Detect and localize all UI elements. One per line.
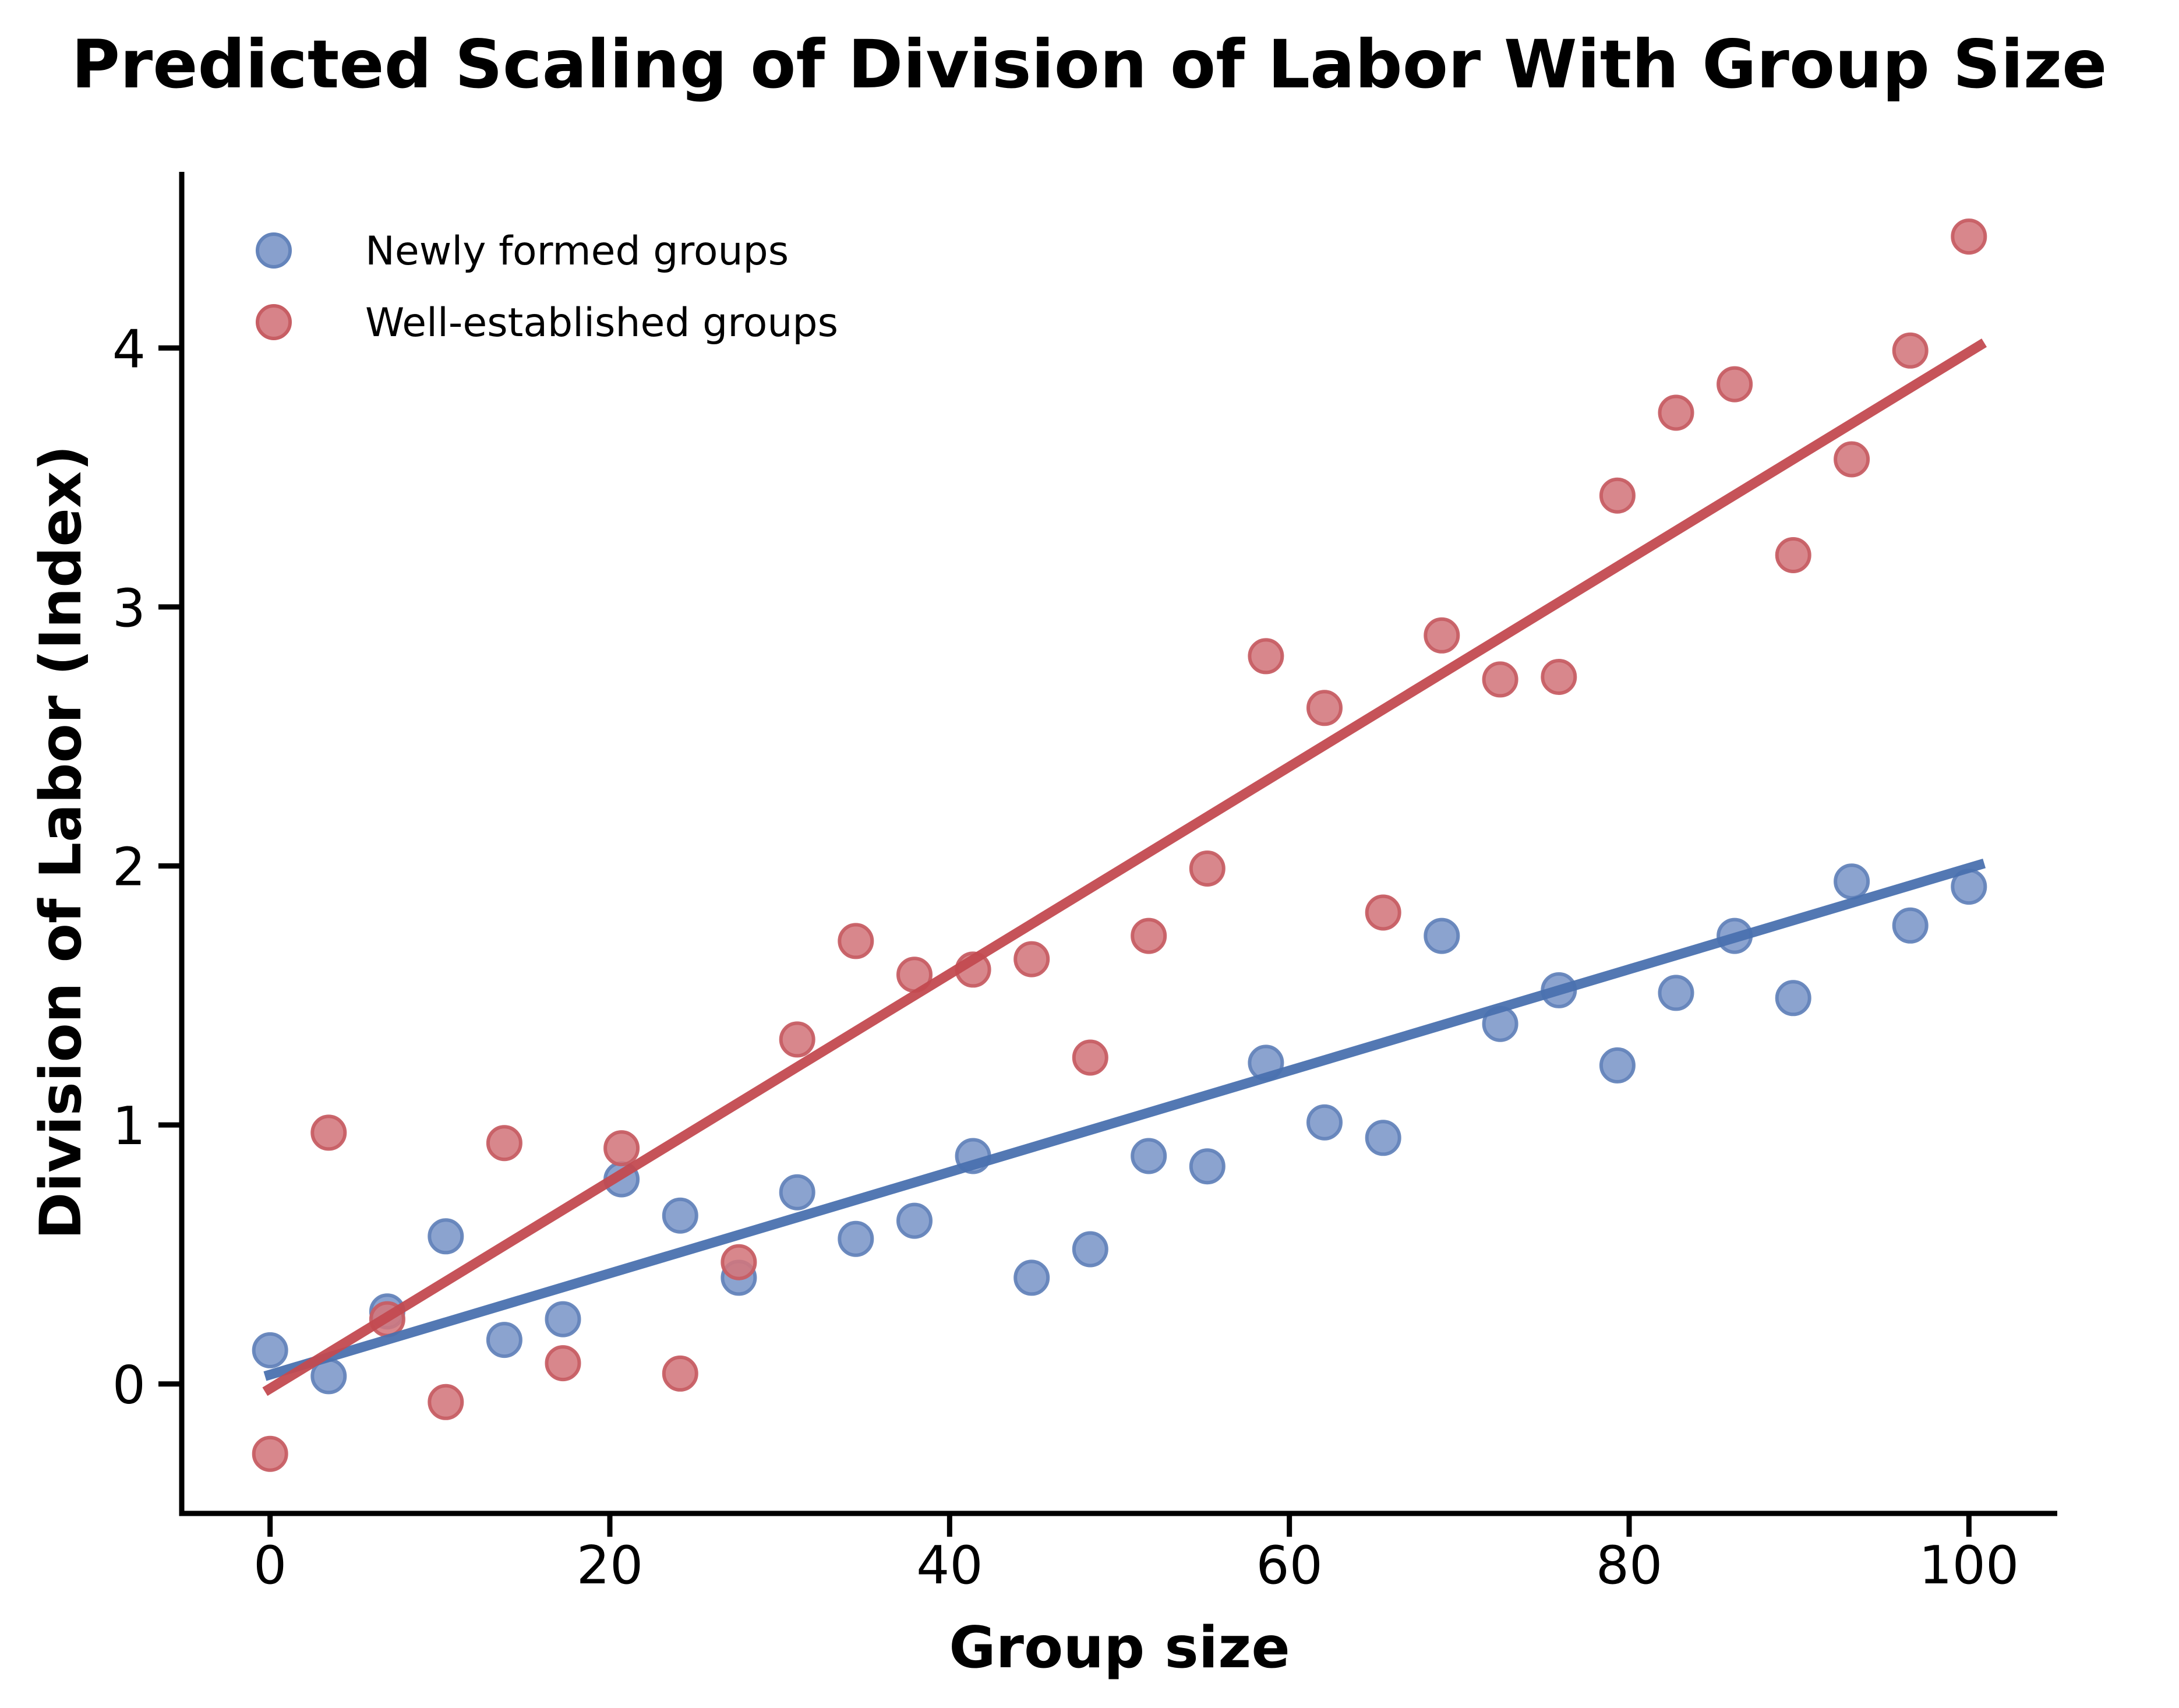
data-point-newly-formed (1834, 863, 1870, 900)
data-point-newly-formed (1424, 917, 1460, 954)
y-tick-label: 3 (112, 578, 146, 639)
legend-marker-well-established (256, 304, 292, 340)
data-point-newly-formed (1775, 980, 1811, 1017)
data-point-well-established (721, 1244, 757, 1280)
legend-label-well-established: Well-established groups (365, 300, 838, 346)
x-tick-label: 80 (1596, 1535, 1663, 1596)
data-point-well-established (1599, 477, 1636, 514)
data-point-well-established (1834, 441, 1870, 478)
data-point-well-established (779, 1021, 815, 1058)
data-point-well-established (486, 1125, 522, 1162)
data-point-well-established (1248, 638, 1284, 675)
data-point-well-established (545, 1345, 581, 1382)
trend-line-newly-formed (263, 858, 1986, 1381)
y-tick-label: 2 (112, 837, 146, 898)
data-point-newly-formed (896, 1202, 933, 1239)
y-tick-label: 0 (112, 1355, 146, 1416)
axes: 0 20 40 60 80 100 0 1 2 3 4 (112, 172, 2057, 1596)
data-point-newly-formed (1072, 1231, 1108, 1268)
data-point-well-established (1365, 894, 1401, 931)
data-point-well-established (1717, 366, 1753, 403)
legend-marker-newly-formed (256, 232, 292, 269)
legend-label-newly-formed: Newly formed groups (365, 228, 789, 274)
data-point-well-established (1482, 661, 1518, 698)
x-tick-label: 60 (1256, 1535, 1323, 1596)
data-point-newly-formed (1189, 1148, 1226, 1185)
scatter-points (252, 218, 1987, 1472)
x-axis-label: Group size (949, 1615, 1290, 1681)
trend-line-well-established (262, 338, 1987, 1396)
data-point-well-established (1658, 394, 1694, 431)
x-tick-label: 100 (1919, 1535, 2019, 1596)
data-point-well-established (1131, 917, 1167, 954)
data-point-well-established (1541, 659, 1577, 695)
data-point-well-established (428, 1384, 464, 1420)
trend-lines (262, 338, 1987, 1396)
y-tick-label: 4 (112, 319, 146, 380)
data-point-well-established (1189, 851, 1226, 887)
chart-title: Predicted Scaling of Division of Labor W… (71, 26, 2107, 103)
data-point-newly-formed (1306, 1104, 1343, 1141)
data-point-well-established (1072, 1039, 1108, 1076)
data-point-newly-formed (1365, 1120, 1401, 1156)
data-point-well-established (1775, 537, 1811, 573)
data-point-newly-formed (486, 1322, 522, 1358)
y-tick-label: 1 (112, 1096, 146, 1157)
data-point-well-established (310, 1114, 347, 1151)
data-point-newly-formed (252, 1332, 288, 1368)
legend: Newly formed groups Well-established gro… (256, 228, 838, 346)
x-tick-label: 0 (253, 1535, 287, 1596)
data-point-newly-formed (1013, 1259, 1050, 1296)
data-point-newly-formed (779, 1174, 815, 1211)
data-point-newly-formed (838, 1220, 874, 1257)
data-point-well-established (1951, 218, 1987, 255)
data-point-newly-formed (1131, 1138, 1167, 1174)
data-point-well-established (1424, 617, 1460, 654)
data-point-well-established (1013, 941, 1050, 977)
data-point-newly-formed (1892, 907, 1929, 944)
data-point-well-established (838, 923, 874, 959)
y-axis-label: Division of Labor (Index) (28, 445, 94, 1240)
data-point-well-established (252, 1435, 288, 1472)
data-point-well-established (1306, 690, 1343, 726)
data-point-well-established (662, 1355, 698, 1392)
data-point-newly-formed (1599, 1047, 1636, 1084)
x-tick-label: 40 (916, 1535, 983, 1596)
data-point-newly-formed (545, 1301, 581, 1338)
data-point-newly-formed (1658, 975, 1694, 1011)
x-tick-label: 20 (577, 1535, 644, 1596)
data-point-newly-formed (662, 1197, 698, 1234)
data-point-newly-formed (428, 1218, 464, 1255)
data-point-well-established (603, 1130, 640, 1167)
data-point-well-established (1892, 332, 1929, 369)
